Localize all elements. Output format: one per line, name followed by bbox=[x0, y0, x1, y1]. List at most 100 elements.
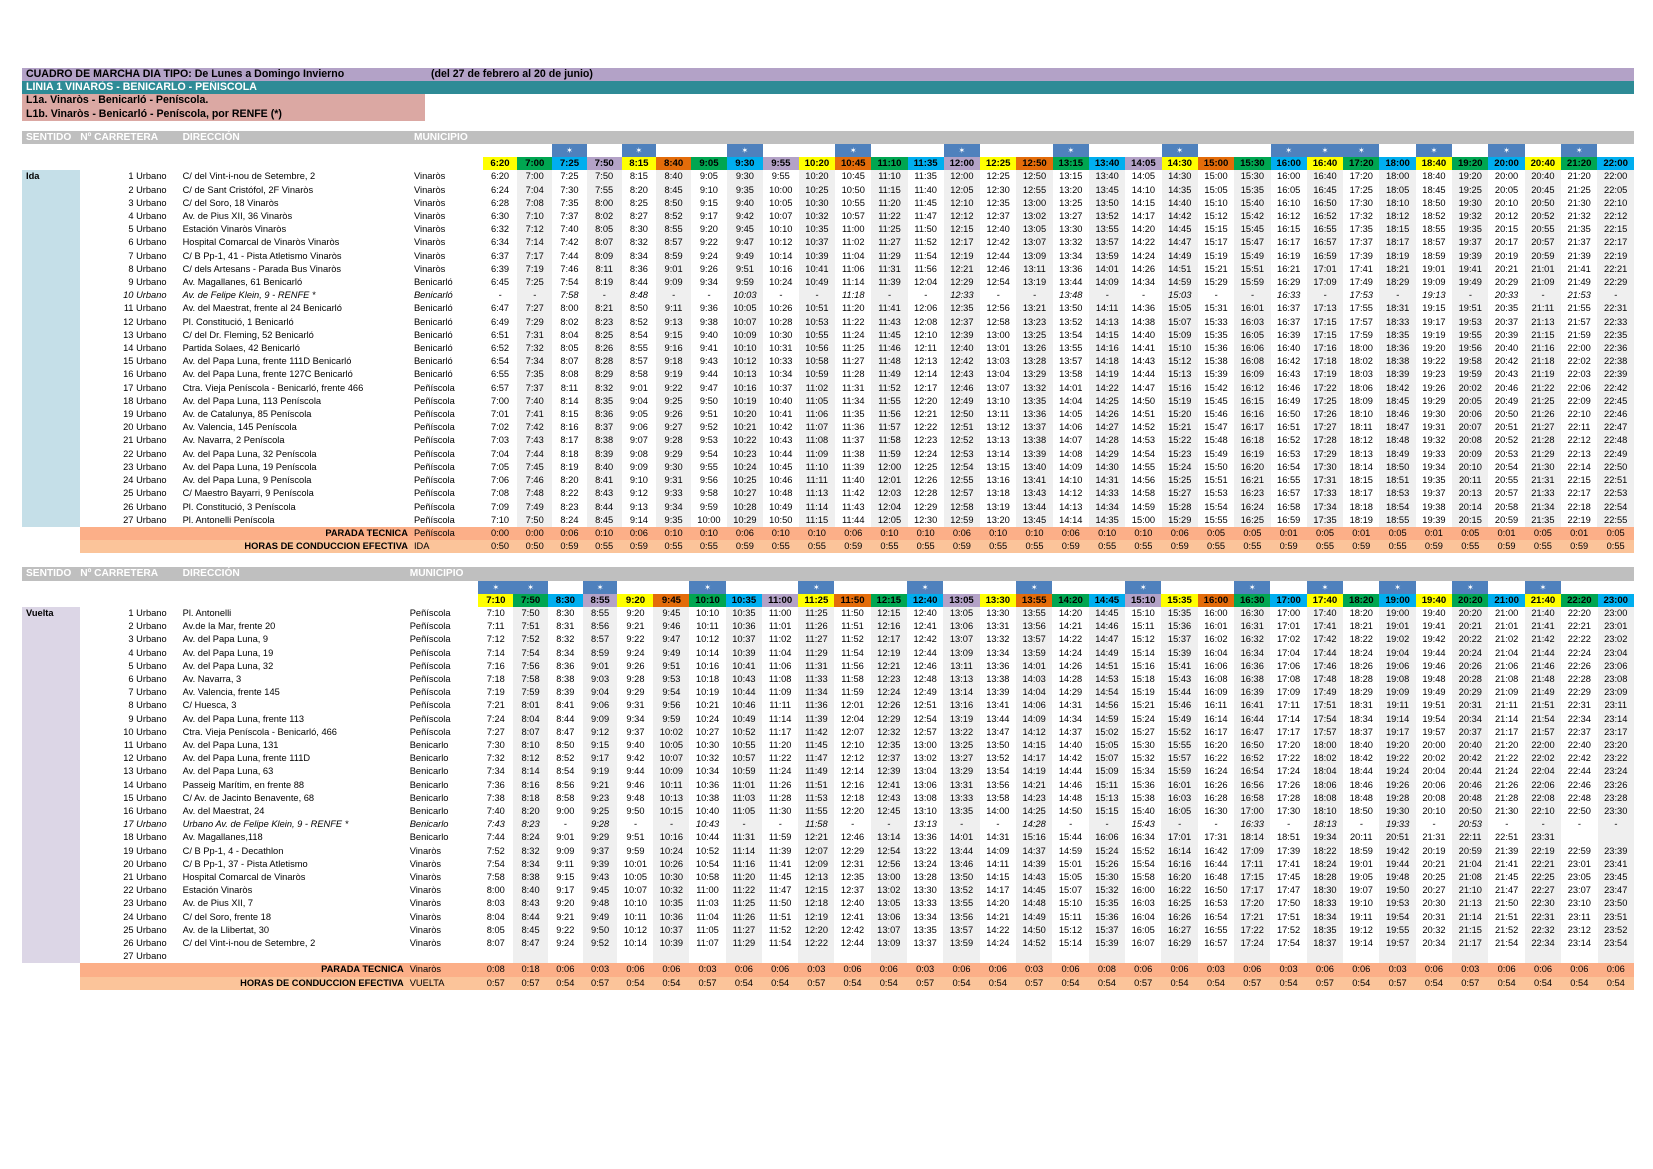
horas-conduccion-value: 0:59 bbox=[1052, 540, 1089, 554]
departure-time-header[interactable]: 9:55 bbox=[762, 157, 799, 171]
departure-time-header[interactable]: 8:55 bbox=[582, 593, 618, 607]
departure-time-header[interactable]: 12:15 bbox=[870, 593, 907, 607]
stop-time-cell: 22:53 bbox=[1597, 487, 1634, 501]
departure-time-header[interactable]: 7:25 bbox=[552, 157, 587, 171]
stop-time-cell: 18:33 bbox=[1379, 315, 1416, 329]
departure-time-header[interactable]: 20:20 bbox=[1452, 593, 1489, 607]
departure-time-header[interactable]: 16:40 bbox=[1306, 157, 1344, 171]
departure-time-header[interactable]: 17:20 bbox=[1343, 157, 1380, 171]
stop-time-cell: 9:56 bbox=[699, 475, 718, 486]
departure-time-header[interactable]: 20:40 bbox=[1524, 157, 1562, 171]
departure-time-header[interactable]: 20:00 bbox=[1488, 157, 1525, 171]
departure-time-header[interactable]: 14:20 bbox=[1052, 593, 1089, 607]
departure-time-header[interactable]: 21:00 bbox=[1488, 593, 1525, 607]
departure-time-header[interactable]: 12:25 bbox=[980, 157, 1017, 171]
departure-time-header[interactable]: 18:20 bbox=[1343, 593, 1380, 607]
stop-time-cell: 22:18 bbox=[1567, 501, 1591, 512]
stop-time-cell: 16:31 bbox=[1234, 620, 1271, 634]
stop-time-cell: 18:09 bbox=[1349, 395, 1373, 406]
stop-time-cell: 20:15 bbox=[1494, 224, 1519, 235]
stop-time-cell bbox=[1161, 950, 1198, 964]
departure-time-header[interactable]: 16:30 bbox=[1234, 593, 1271, 607]
stop-time-cell: 13:14 bbox=[870, 831, 907, 845]
departure-time-header[interactable]: 11:00 bbox=[762, 593, 799, 607]
stop-time-cell: 13:52 bbox=[943, 884, 980, 898]
stop-time-cell: 11:59 bbox=[841, 687, 864, 698]
departure-time-header[interactable]: 19:20 bbox=[1452, 157, 1489, 171]
stop-time-cell: 12:40 bbox=[913, 607, 937, 618]
departure-time-header[interactable]: 16:00 bbox=[1197, 593, 1235, 607]
stop-time-cell: 8:45 bbox=[586, 513, 622, 527]
departure-time-header[interactable]: 13:15 bbox=[1052, 157, 1089, 171]
star-slot-empty bbox=[1052, 581, 1088, 594]
departure-time-header[interactable]: 10:10 bbox=[689, 593, 726, 607]
stop-time-cell: 22:11 bbox=[1452, 831, 1489, 845]
departure-time-header[interactable]: 22:00 bbox=[1597, 157, 1634, 171]
stop-time-cell: 11:49 bbox=[798, 765, 835, 779]
departure-time-header[interactable]: 9:45 bbox=[653, 593, 690, 607]
departure-time-header[interactable]: 12:40 bbox=[906, 593, 944, 607]
departure-time-header[interactable]: 10:20 bbox=[798, 157, 836, 171]
departure-time-header[interactable]: 13:30 bbox=[979, 593, 1017, 607]
stop-time-cell: 17:54 bbox=[1306, 712, 1344, 726]
stop-time-cell: 20:54 bbox=[1494, 461, 1519, 472]
departure-time-header[interactable]: 9:30 bbox=[726, 157, 763, 171]
departure-time-header[interactable]: 19:40 bbox=[1415, 593, 1453, 607]
departure-time-header[interactable]: 7:50 bbox=[513, 593, 548, 607]
departure-time-header[interactable]: 13:05 bbox=[943, 593, 980, 607]
stop-time-cell: 11:40 bbox=[841, 475, 865, 486]
departure-time-header[interactable]: 18:40 bbox=[1415, 157, 1453, 171]
departure-time-header[interactable]: 14:45 bbox=[1088, 593, 1126, 607]
departure-time-header[interactable]: 11:25 bbox=[798, 593, 835, 607]
departure-time-header[interactable]: 9:05 bbox=[690, 157, 727, 171]
departure-time-header[interactable]: 7:00 bbox=[517, 157, 553, 171]
departure-time-header[interactable]: 14:05 bbox=[1125, 157, 1162, 171]
departure-time-header[interactable]: 17:40 bbox=[1306, 593, 1344, 607]
departure-time-header[interactable]: 16:00 bbox=[1270, 157, 1307, 171]
stop-time-cell: 20:40 bbox=[1452, 738, 1489, 753]
stop-time-cell: 7:38 bbox=[486, 792, 505, 803]
departure-time-header[interactable]: 15:10 bbox=[1125, 593, 1162, 607]
departure-time-header[interactable]: 15:35 bbox=[1161, 593, 1198, 607]
departure-time-header[interactable]: 8:40 bbox=[656, 157, 691, 171]
stop-address: C/ del Vint-i-nou de Setembre, 2 bbox=[182, 171, 316, 182]
stop-time-cell: 21:09 bbox=[1524, 276, 1562, 290]
departure-time-header[interactable]: 15:00 bbox=[1197, 157, 1235, 171]
departure-time-header[interactable]: 11:10 bbox=[871, 157, 908, 171]
stop-time-cell bbox=[1270, 950, 1306, 963]
departure-time-header[interactable]: 18:00 bbox=[1379, 157, 1416, 171]
departure-time-header[interactable]: 15:30 bbox=[1234, 157, 1271, 171]
departure-time-header[interactable]: 11:35 bbox=[907, 157, 944, 171]
departure-time-header[interactable]: 6:20 bbox=[482, 157, 518, 171]
departure-time-header[interactable]: 19:00 bbox=[1379, 593, 1416, 607]
stop-municipality: Vinaròs bbox=[413, 250, 446, 261]
stop-time-cell: 18:17 bbox=[1349, 488, 1373, 499]
departure-time-header[interactable]: 12:50 bbox=[1016, 157, 1053, 171]
departure-time-header[interactable]: 12:00 bbox=[943, 157, 981, 171]
departure-time-header[interactable]: 13:55 bbox=[1016, 593, 1053, 607]
stop-time-cell: 11:22 bbox=[841, 316, 865, 327]
stop-time-cell: - bbox=[870, 818, 907, 832]
renfe-star-icon: ✶ bbox=[513, 580, 548, 594]
departure-time-header[interactable]: 23:00 bbox=[1597, 593, 1634, 607]
departure-time-header[interactable]: 10:45 bbox=[835, 157, 872, 171]
stop-time-cell: 8:36 bbox=[556, 660, 575, 671]
departure-time-header[interactable]: 11:50 bbox=[834, 593, 871, 607]
departure-time-header[interactable]: 7:10 bbox=[478, 593, 514, 607]
departure-time-header[interactable]: 8:15 bbox=[621, 157, 657, 171]
departure-time-header[interactable]: 22:20 bbox=[1561, 593, 1598, 607]
departure-time-header[interactable]: 10:35 bbox=[725, 593, 763, 607]
departure-time-header[interactable]: 21:40 bbox=[1524, 593, 1562, 607]
departure-time-header[interactable]: 13:40 bbox=[1088, 157, 1126, 171]
departure-time-header[interactable]: 7:50 bbox=[586, 157, 622, 171]
departure-time-header[interactable]: 21:20 bbox=[1561, 157, 1598, 171]
stop-time-cell: 17:04 bbox=[1276, 647, 1301, 658]
departure-time-header[interactable]: 14:30 bbox=[1161, 157, 1198, 171]
stop-time-cell: 15:05 bbox=[1204, 184, 1228, 195]
departure-time-header[interactable]: 8:30 bbox=[547, 593, 583, 607]
departure-time-header[interactable]: 9:20 bbox=[617, 593, 654, 607]
stop-time-cell: 21:26 bbox=[1495, 779, 1519, 790]
horas-conduccion-value: 0:54 bbox=[1415, 976, 1453, 990]
departure-time-header[interactable]: 17:00 bbox=[1270, 593, 1307, 607]
stop-time-cell: 9:47 bbox=[653, 633, 690, 647]
